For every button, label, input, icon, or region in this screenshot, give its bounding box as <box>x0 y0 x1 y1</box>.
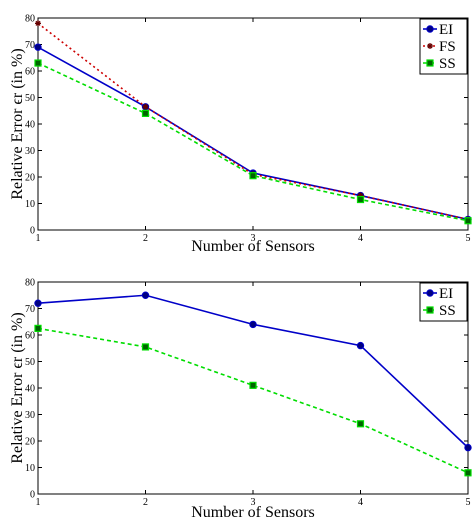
legend-marker-ss <box>426 306 434 314</box>
data-point-fs <box>357 192 364 199</box>
x-axis-title: Number of Sensors <box>191 238 315 255</box>
data-point-ei <box>249 320 257 329</box>
y-tick-label: 20 <box>25 173 35 184</box>
data-point-ss <box>464 469 472 477</box>
data-point-ss <box>141 109 150 118</box>
x-tick-label: 3 <box>251 233 256 244</box>
y-tick-label: 0 <box>30 490 35 501</box>
data-point-ss <box>249 381 257 389</box>
x-tick-label: 3 <box>251 497 256 508</box>
series-line-ei <box>37 294 469 449</box>
y-tick-label: 30 <box>25 146 35 157</box>
data-point-ei <box>464 443 472 452</box>
data-point-ss <box>141 343 150 351</box>
data-point-ss <box>356 420 365 428</box>
x-tick-label: 1 <box>36 497 41 508</box>
data-point-ei <box>34 299 42 307</box>
ticks: 0 10 20 30 40 50 60 70 80 1 2 3 4 5 <box>25 278 471 509</box>
series-line-fs <box>37 22 469 221</box>
series-line-ss <box>37 327 469 474</box>
y-tick-label: 40 <box>25 384 35 395</box>
y-tick-label: 60 <box>25 331 35 342</box>
y-tick-label: 50 <box>25 93 35 104</box>
data-point-ei <box>141 291 150 299</box>
y-tick-label: 50 <box>25 357 35 368</box>
x-tick-label: 4 <box>358 497 363 508</box>
legend-label-ei: EI <box>439 286 453 302</box>
y-tick-label: 80 <box>25 278 35 289</box>
data-point-fs <box>35 20 41 27</box>
plot-frame <box>37 17 469 231</box>
data-point-ss <box>356 195 365 204</box>
x-tick-label: 5 <box>466 497 471 508</box>
y-axis-title: Relative Error ϵr (in %) <box>9 312 26 463</box>
legend-box <box>419 282 468 322</box>
data-point-ss <box>34 59 42 67</box>
x-tick-label: 2 <box>143 497 148 508</box>
legend-label-ss: SS <box>439 303 456 319</box>
legend-label-fs: FS <box>439 39 456 55</box>
y-tick-label: 10 <box>25 199 35 210</box>
x-tick-label: 5 <box>466 233 471 244</box>
legend-marker-ei <box>426 25 434 33</box>
x-tick-label: 4 <box>358 233 363 244</box>
data-point-ss <box>249 172 257 180</box>
y-axis-title: Relative Error ϵr (in %) <box>9 48 26 199</box>
x-axis-title: Number of Sensors <box>191 504 315 521</box>
x-tick-label: 1 <box>36 233 41 244</box>
legend-label-ei: EI <box>439 22 453 38</box>
legend-label-ss: SS <box>439 56 456 72</box>
data-point-ei <box>34 43 42 51</box>
y-tick-label: 20 <box>25 437 35 448</box>
y-tick-label: 30 <box>25 410 35 421</box>
y-tick-label: 40 <box>25 120 35 131</box>
series-line-ss <box>37 62 469 222</box>
y-tick-label: 70 <box>25 304 35 315</box>
data-point-ss <box>464 217 472 225</box>
legend-marker-fs <box>427 43 433 49</box>
series-layer <box>34 20 472 225</box>
ticks: 0 10 20 30 40 50 60 70 80 1 2 3 4 5 <box>25 14 471 245</box>
data-point-fs <box>142 103 149 110</box>
data-point-ss <box>34 324 42 332</box>
legend-marker-ss <box>426 59 434 67</box>
data-point-ei <box>356 341 365 350</box>
x-tick-label: 2 <box>143 233 148 244</box>
y-tick-label: 60 <box>25 67 35 78</box>
legend-marker-ei <box>426 289 434 297</box>
y-tick-label: 80 <box>25 14 35 25</box>
y-tick-label: 70 <box>25 40 35 51</box>
y-tick-label: 10 <box>25 463 35 474</box>
y-tick-label: 0 <box>30 226 35 237</box>
series-layer <box>34 291 472 477</box>
